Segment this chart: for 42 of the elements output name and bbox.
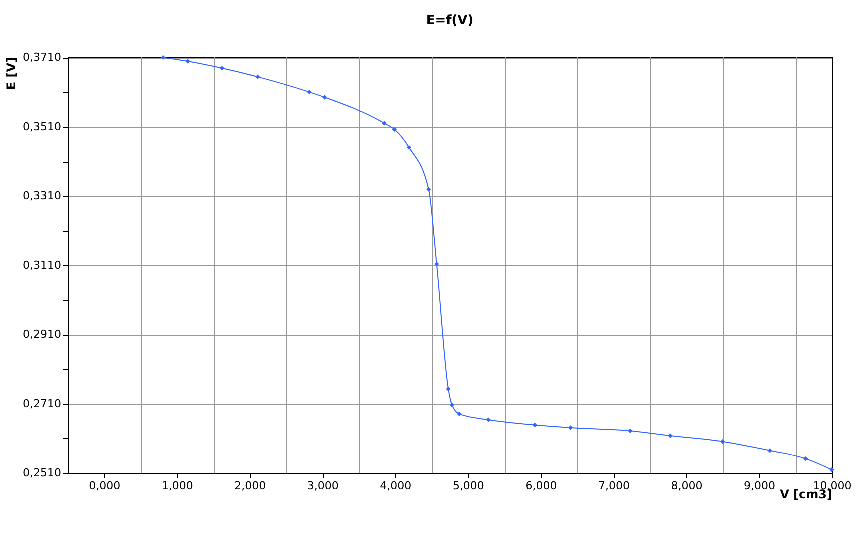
point <box>532 422 538 428</box>
point <box>382 121 387 126</box>
point <box>628 428 633 434</box>
x-tick-label: 7,000 <box>598 480 630 492</box>
point <box>392 127 398 132</box>
x-tick-label: 0,000 <box>89 480 121 492</box>
point <box>450 402 455 408</box>
x-tick-label: 3,000 <box>307 480 339 492</box>
y-tick-label: 0,3710 <box>23 51 62 64</box>
point <box>220 66 225 71</box>
point <box>486 418 491 422</box>
x-tick-label: 6,000 <box>526 480 558 492</box>
point <box>568 426 574 430</box>
point <box>457 412 462 417</box>
point <box>406 145 412 150</box>
x-tick-label: 4,000 <box>380 480 412 492</box>
y-tick-label: 0,2910 <box>23 328 62 342</box>
x-tick-label: 9,000 <box>744 480 776 492</box>
y-tick-label: 0,3110 <box>23 258 62 272</box>
x-tick-label: 2,000 <box>234 480 266 492</box>
point <box>322 95 328 100</box>
chart-title: E=f(V) <box>426 14 474 29</box>
point <box>668 434 673 438</box>
x-tick-label: 1,000 <box>162 480 194 492</box>
x-tick-label: 8,000 <box>671 480 703 492</box>
point <box>256 74 260 80</box>
point <box>186 59 190 64</box>
y-axis-title: E [V] <box>4 58 18 90</box>
point <box>768 448 772 454</box>
point <box>160 55 166 60</box>
x-tick-label: 5,000 <box>452 480 484 492</box>
point <box>720 440 726 444</box>
point <box>426 187 432 192</box>
point <box>446 386 451 392</box>
point <box>434 262 440 267</box>
point <box>803 456 808 462</box>
point <box>830 468 834 472</box>
point <box>307 90 312 95</box>
y-tick-label: 0,2510 <box>23 466 62 480</box>
y-tick-label: 0,3310 <box>23 190 62 203</box>
y-tick-label: 0,3510 <box>23 120 62 134</box>
y-tick-label: 0,2710 <box>23 397 62 410</box>
